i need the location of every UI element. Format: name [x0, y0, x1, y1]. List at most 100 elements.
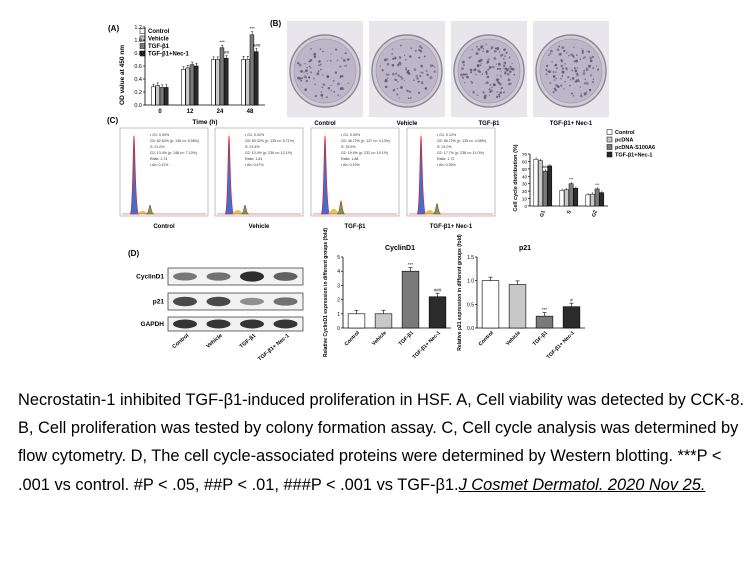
colony-dot [502, 57, 505, 60]
colony-dot [306, 67, 308, 69]
distribution-bar [533, 158, 539, 207]
flow-histograms: • G1: 0.00% G0: 62.63% (p: 136 cv: 5.58%)… [119, 127, 496, 230]
colony-dot [549, 52, 552, 55]
s-phase-area [328, 208, 339, 214]
cyclind1-chart: CyclinD1 0 1 2 3 4 5 Relative CyclinD1 express… [323, 228, 451, 360]
colony-dot [379, 65, 381, 67]
distribution-bar [594, 188, 600, 207]
colony-dot [502, 91, 505, 94]
distribution-legend-label: pcDNA-S100A6 [615, 145, 655, 151]
colony-dot [433, 70, 436, 73]
distribution-significance: *** [569, 178, 574, 182]
panel-a-significance: ### [253, 43, 261, 48]
colony-dot [310, 48, 312, 50]
colony-dot [547, 70, 549, 73]
blot-band [240, 297, 264, 306]
colony-dot [460, 73, 463, 77]
blot-strip [167, 292, 304, 311]
colony-dot [552, 75, 556, 78]
colony-dot [586, 50, 588, 53]
distribution-y-tick-label: 60 [522, 159, 528, 164]
colony-dot [343, 59, 346, 62]
colony-dot [476, 64, 480, 67]
colony-dot [432, 64, 434, 67]
colony-dot [489, 89, 493, 93]
colony-dot [480, 46, 482, 48]
colony-dot [429, 76, 433, 80]
cyclind1-title: CyclinD1 [385, 245, 415, 252]
colony-dot [498, 95, 501, 98]
g1-peak [320, 135, 331, 215]
colony-dot [496, 91, 499, 93]
blot-lane-label: TGF-β1 [239, 333, 258, 350]
colony-dot [490, 86, 493, 89]
colony-dot [484, 94, 487, 98]
colony-dot [560, 77, 563, 80]
colony-dot [478, 70, 482, 73]
colony-dot [498, 67, 501, 70]
colony-dot [297, 76, 300, 80]
colony-dot [561, 70, 565, 74]
colony-dot [476, 46, 478, 48]
p21-x-tick-label: Control [478, 330, 496, 348]
panel-a-y-tick-label: 1.2 [134, 25, 142, 31]
plate-inner-rim [539, 38, 603, 104]
colony-dot [384, 85, 388, 89]
colony-dot [570, 79, 572, 81]
colony-dot [479, 64, 482, 67]
colony-dot [410, 47, 413, 49]
colony-dot [583, 92, 587, 96]
colony-dot [469, 68, 473, 72]
panel-a-legend-label: TGF-β1+Nec-1 [148, 52, 190, 58]
colony-dot [500, 88, 502, 90]
colony-dot [330, 89, 333, 92]
colony-dot [554, 63, 557, 67]
colony-dot [503, 67, 505, 70]
colony-dot [326, 60, 329, 62]
colony-dot [581, 48, 583, 50]
colony-dot [409, 55, 412, 58]
colony-plates: Control Vehicle TGF-β1 TGF-β1+ Nec-1 [287, 21, 609, 127]
colony-dot [409, 97, 412, 99]
colony-dot [303, 71, 305, 73]
colony-dot [497, 62, 501, 66]
blot-band [173, 296, 197, 307]
citation-link[interactable]: J Cosmet Dermatol. 2020 Nov 25. [458, 475, 706, 494]
p21-y-tick-label: 0.0 [467, 326, 474, 332]
panel-a-significance: *** [220, 40, 226, 45]
colony-dot [332, 79, 335, 82]
colony-dot [297, 62, 300, 65]
colony-dot [344, 52, 347, 55]
distribution-x-tick-label: S [566, 209, 573, 215]
histogram-stat: Ratio: 1.72 [437, 157, 454, 161]
distribution-legend-label: Control [615, 130, 635, 136]
colony-dot [400, 86, 403, 89]
colony-dot [575, 79, 579, 83]
colony-dot [320, 91, 323, 93]
panel-b-letter: (B) [270, 19, 281, 28]
colony-dot [553, 79, 556, 82]
colony-dot [304, 88, 307, 91]
blot-band [173, 272, 197, 281]
colony-dot [326, 75, 329, 77]
colony-dot [500, 54, 503, 57]
colony-dot [383, 58, 387, 62]
colony-dot [584, 78, 586, 81]
plate-inner-rim [375, 38, 439, 104]
colony-dot [498, 78, 500, 81]
cyclind1-y-tick-label: 5 [337, 255, 340, 261]
colony-dot [462, 73, 466, 76]
distribution-x-tick-label: G2 [591, 209, 599, 218]
distribution-bar [573, 187, 579, 207]
blot-band [273, 297, 298, 306]
distribution-legend-label: TGF-β1+Nec-1 [615, 153, 652, 159]
colony-dot [394, 78, 397, 81]
colony-dot [583, 56, 586, 59]
colony-dot [556, 48, 560, 52]
colony-dot [398, 56, 402, 59]
colony-dot [485, 70, 488, 73]
western-blot: CyclinD1 p21 GAPDH Control Vehicle TGF-β1 TGF-… [136, 267, 304, 363]
cyclind1-x-tick-label: TGF-β1+ Nec-1 [412, 330, 442, 360]
distribution-significance: ### [542, 165, 549, 169]
colony-dot [488, 94, 491, 97]
